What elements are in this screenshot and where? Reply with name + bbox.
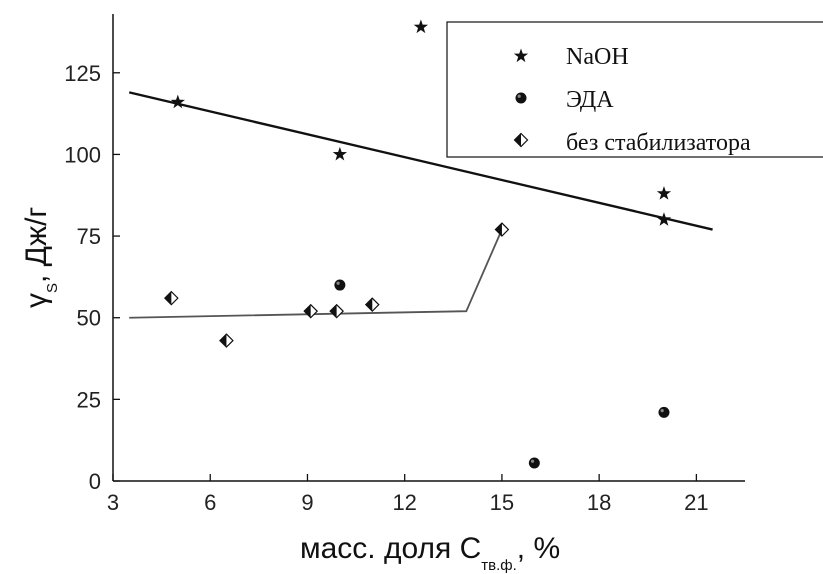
x-tick-label-4: 15: [490, 490, 514, 515]
point-s0-0: [170, 94, 185, 109]
point-s0-3: [656, 186, 672, 200]
point-s2-0: [163, 290, 179, 306]
point-s1-2: [658, 406, 670, 418]
fit-line-0: [128, 91, 713, 231]
point-s0-4: [656, 212, 672, 226]
x-tick-label-0: 3: [107, 490, 119, 515]
x-axis-label: масс. доля Ств.ф., %: [300, 532, 560, 574]
legend-marker-2: [513, 132, 529, 148]
x-ticks: 3 6 9 12 15 18 21: [107, 474, 709, 515]
point-s2-5: [494, 222, 510, 237]
y-tick-label-3: 75: [77, 224, 101, 249]
legend: NaOH ЭДА без стабилизатора: [446, 21, 823, 158]
fit-lines: [128, 91, 713, 319]
legend-label-no-stabilizer: без стабилизатора: [566, 130, 751, 156]
point-s2-1: [219, 333, 234, 348]
legend-marker-0: [513, 48, 529, 63]
x-tick-label-5: 18: [587, 490, 611, 515]
point-s1-1: [528, 457, 540, 469]
y-ticks: 0 25 50 75 100 125: [64, 61, 120, 494]
y-axis-label: γS, Дж/г: [20, 207, 61, 308]
legend-markers: [513, 48, 529, 148]
legend-label-naoh: NaOH: [566, 44, 629, 70]
point-s2-3: [329, 303, 344, 319]
x-tick-label-3: 12: [392, 490, 416, 515]
point-s0-2: [413, 19, 429, 34]
x-tick-label-1: 6: [204, 490, 216, 515]
legend-marker-1: [515, 92, 527, 104]
y-tick-label-5: 125: [64, 61, 101, 86]
y-tick-label-4: 100: [64, 142, 101, 167]
legend-label-eda: ЭДА: [566, 87, 614, 113]
y-tick-label-0: 0: [89, 469, 101, 494]
data-points: [163, 19, 672, 469]
fit-line-1: [129, 229, 503, 319]
point-s2-2: [303, 303, 319, 319]
legend-box: [446, 21, 823, 158]
point-s0-1: [332, 146, 347, 161]
point-s1-0: [334, 279, 346, 291]
x-tick-label-6: 21: [684, 490, 708, 515]
y-tick-label-1: 25: [77, 387, 101, 412]
x-tick-label-2: 9: [301, 490, 313, 515]
point-s2-4: [364, 297, 380, 312]
y-tick-label-2: 50: [77, 306, 101, 331]
